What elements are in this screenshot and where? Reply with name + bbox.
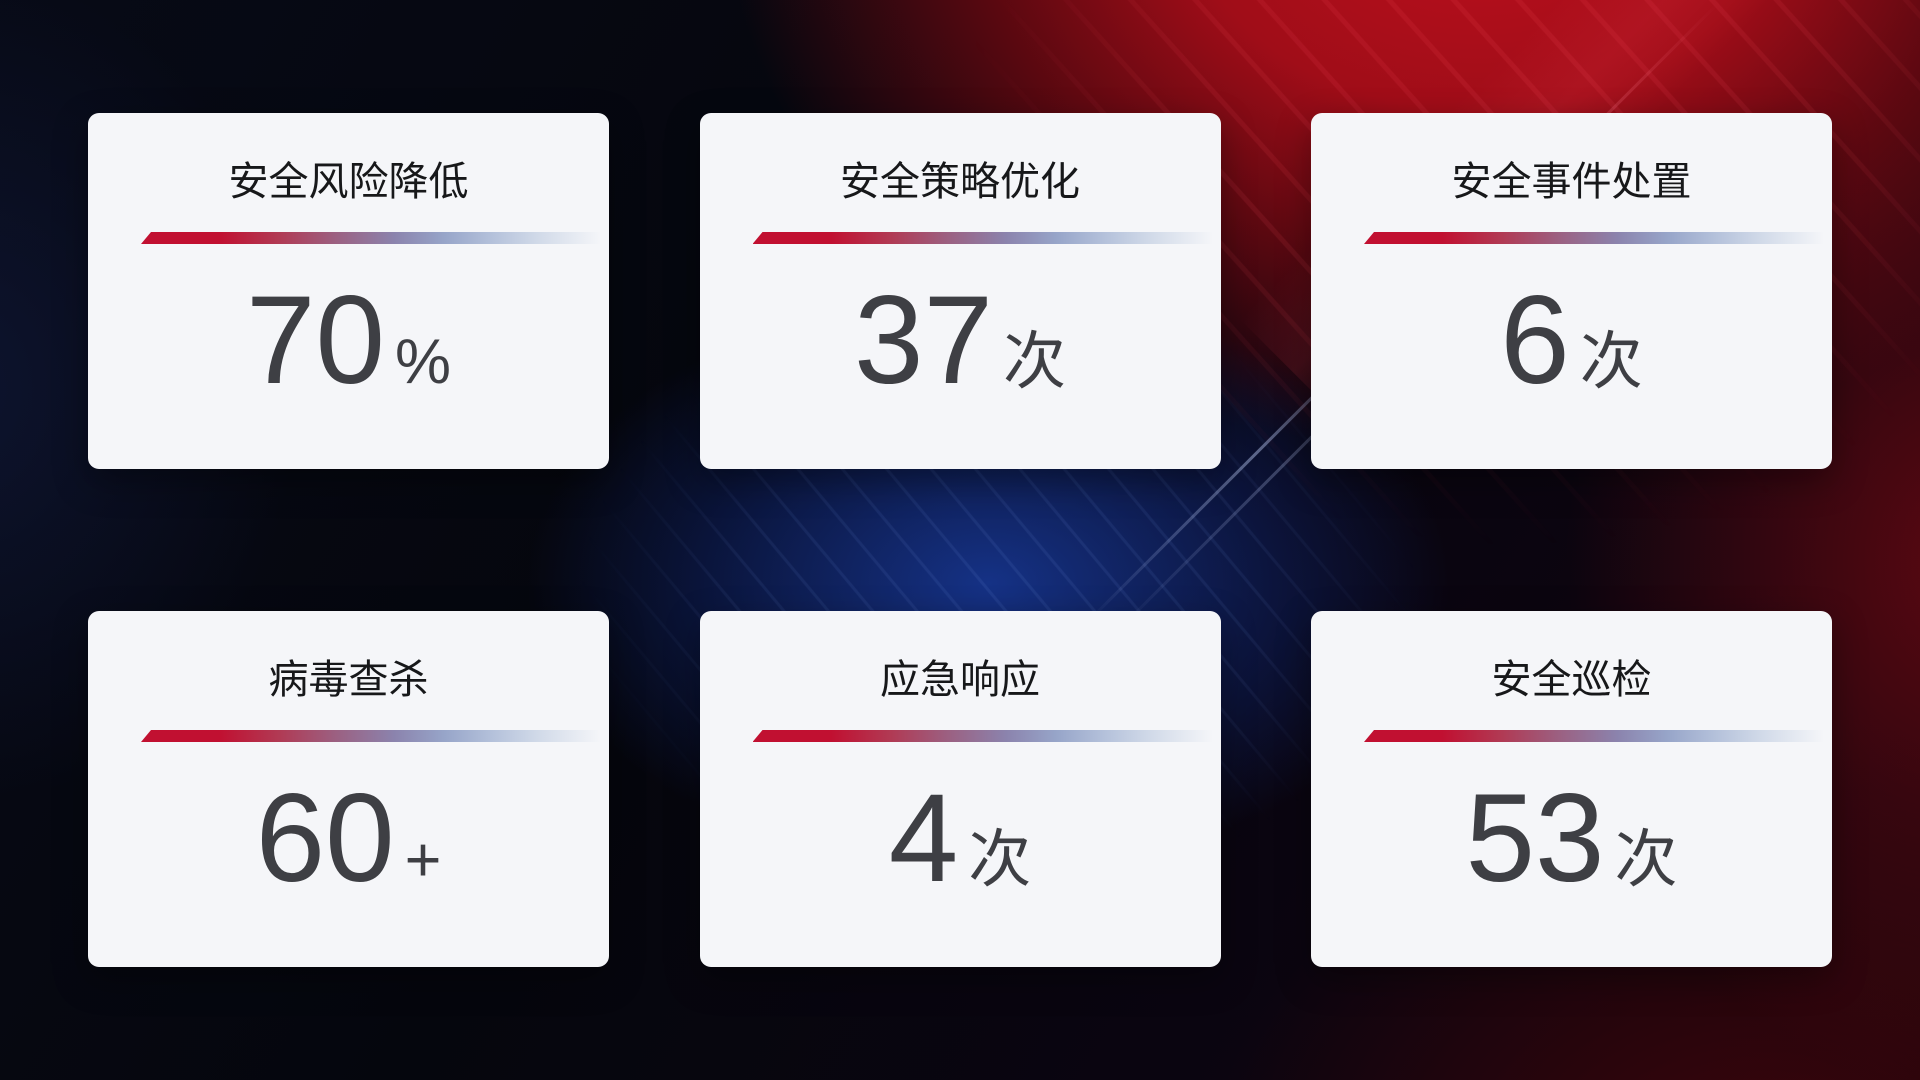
stat-value: 6: [1500, 271, 1570, 410]
stat-unit: 次: [1614, 825, 1678, 895]
stat-card-virus-scan: 病毒查杀 60 +: [88, 611, 609, 967]
stat-card-value-row: 6 次: [1311, 278, 1832, 403]
stat-card-title: 安全巡检: [1491, 658, 1652, 702]
stat-value: 60: [255, 769, 395, 908]
stat-card-title: 应急响应: [880, 658, 1040, 702]
stat-card-value-row: 37 次: [700, 278, 1221, 403]
stat-card-risk-reduction: 安全风险降低 70 %: [88, 113, 609, 469]
stat-card-security-inspection: 安全巡检 53 次: [1311, 611, 1832, 967]
stat-card-divider: [141, 730, 601, 742]
stat-card-value-row: 60 +: [88, 776, 609, 901]
stat-card-incident-handling: 安全事件处置 6 次: [1311, 113, 1832, 469]
stat-card-divider: [141, 232, 601, 244]
stat-value: 70: [245, 271, 385, 410]
stat-card-value-row: 70 %: [88, 278, 609, 403]
stat-card-value-row: 53 次: [1311, 776, 1832, 901]
stat-value: 37: [853, 271, 994, 410]
stat-card-title: 病毒查杀: [268, 658, 429, 702]
stat-card-divider: [752, 232, 1213, 244]
stat-card-divider: [1364, 730, 1824, 742]
stat-card-divider: [752, 730, 1213, 742]
stat-value: 4: [888, 769, 959, 908]
stat-unit: 次: [968, 825, 1032, 895]
stat-unit: +: [404, 825, 442, 895]
stat-unit: 次: [1579, 327, 1643, 397]
stat-card-title: 安全策略优化: [840, 160, 1080, 204]
stat-card-emergency-response: 应急响应 4 次: [699, 611, 1221, 967]
stat-card-policy-optimization: 安全策略优化 37 次: [699, 113, 1221, 469]
stat-card-title: 安全事件处置: [1451, 160, 1692, 204]
stat-card-divider: [1364, 232, 1824, 244]
stat-card-title: 安全风险降低: [228, 160, 469, 204]
stat-unit: 次: [1003, 327, 1067, 397]
stat-card-value-row: 4 次: [700, 776, 1221, 901]
stat-unit: %: [395, 327, 452, 397]
stat-value: 53: [1465, 769, 1605, 908]
